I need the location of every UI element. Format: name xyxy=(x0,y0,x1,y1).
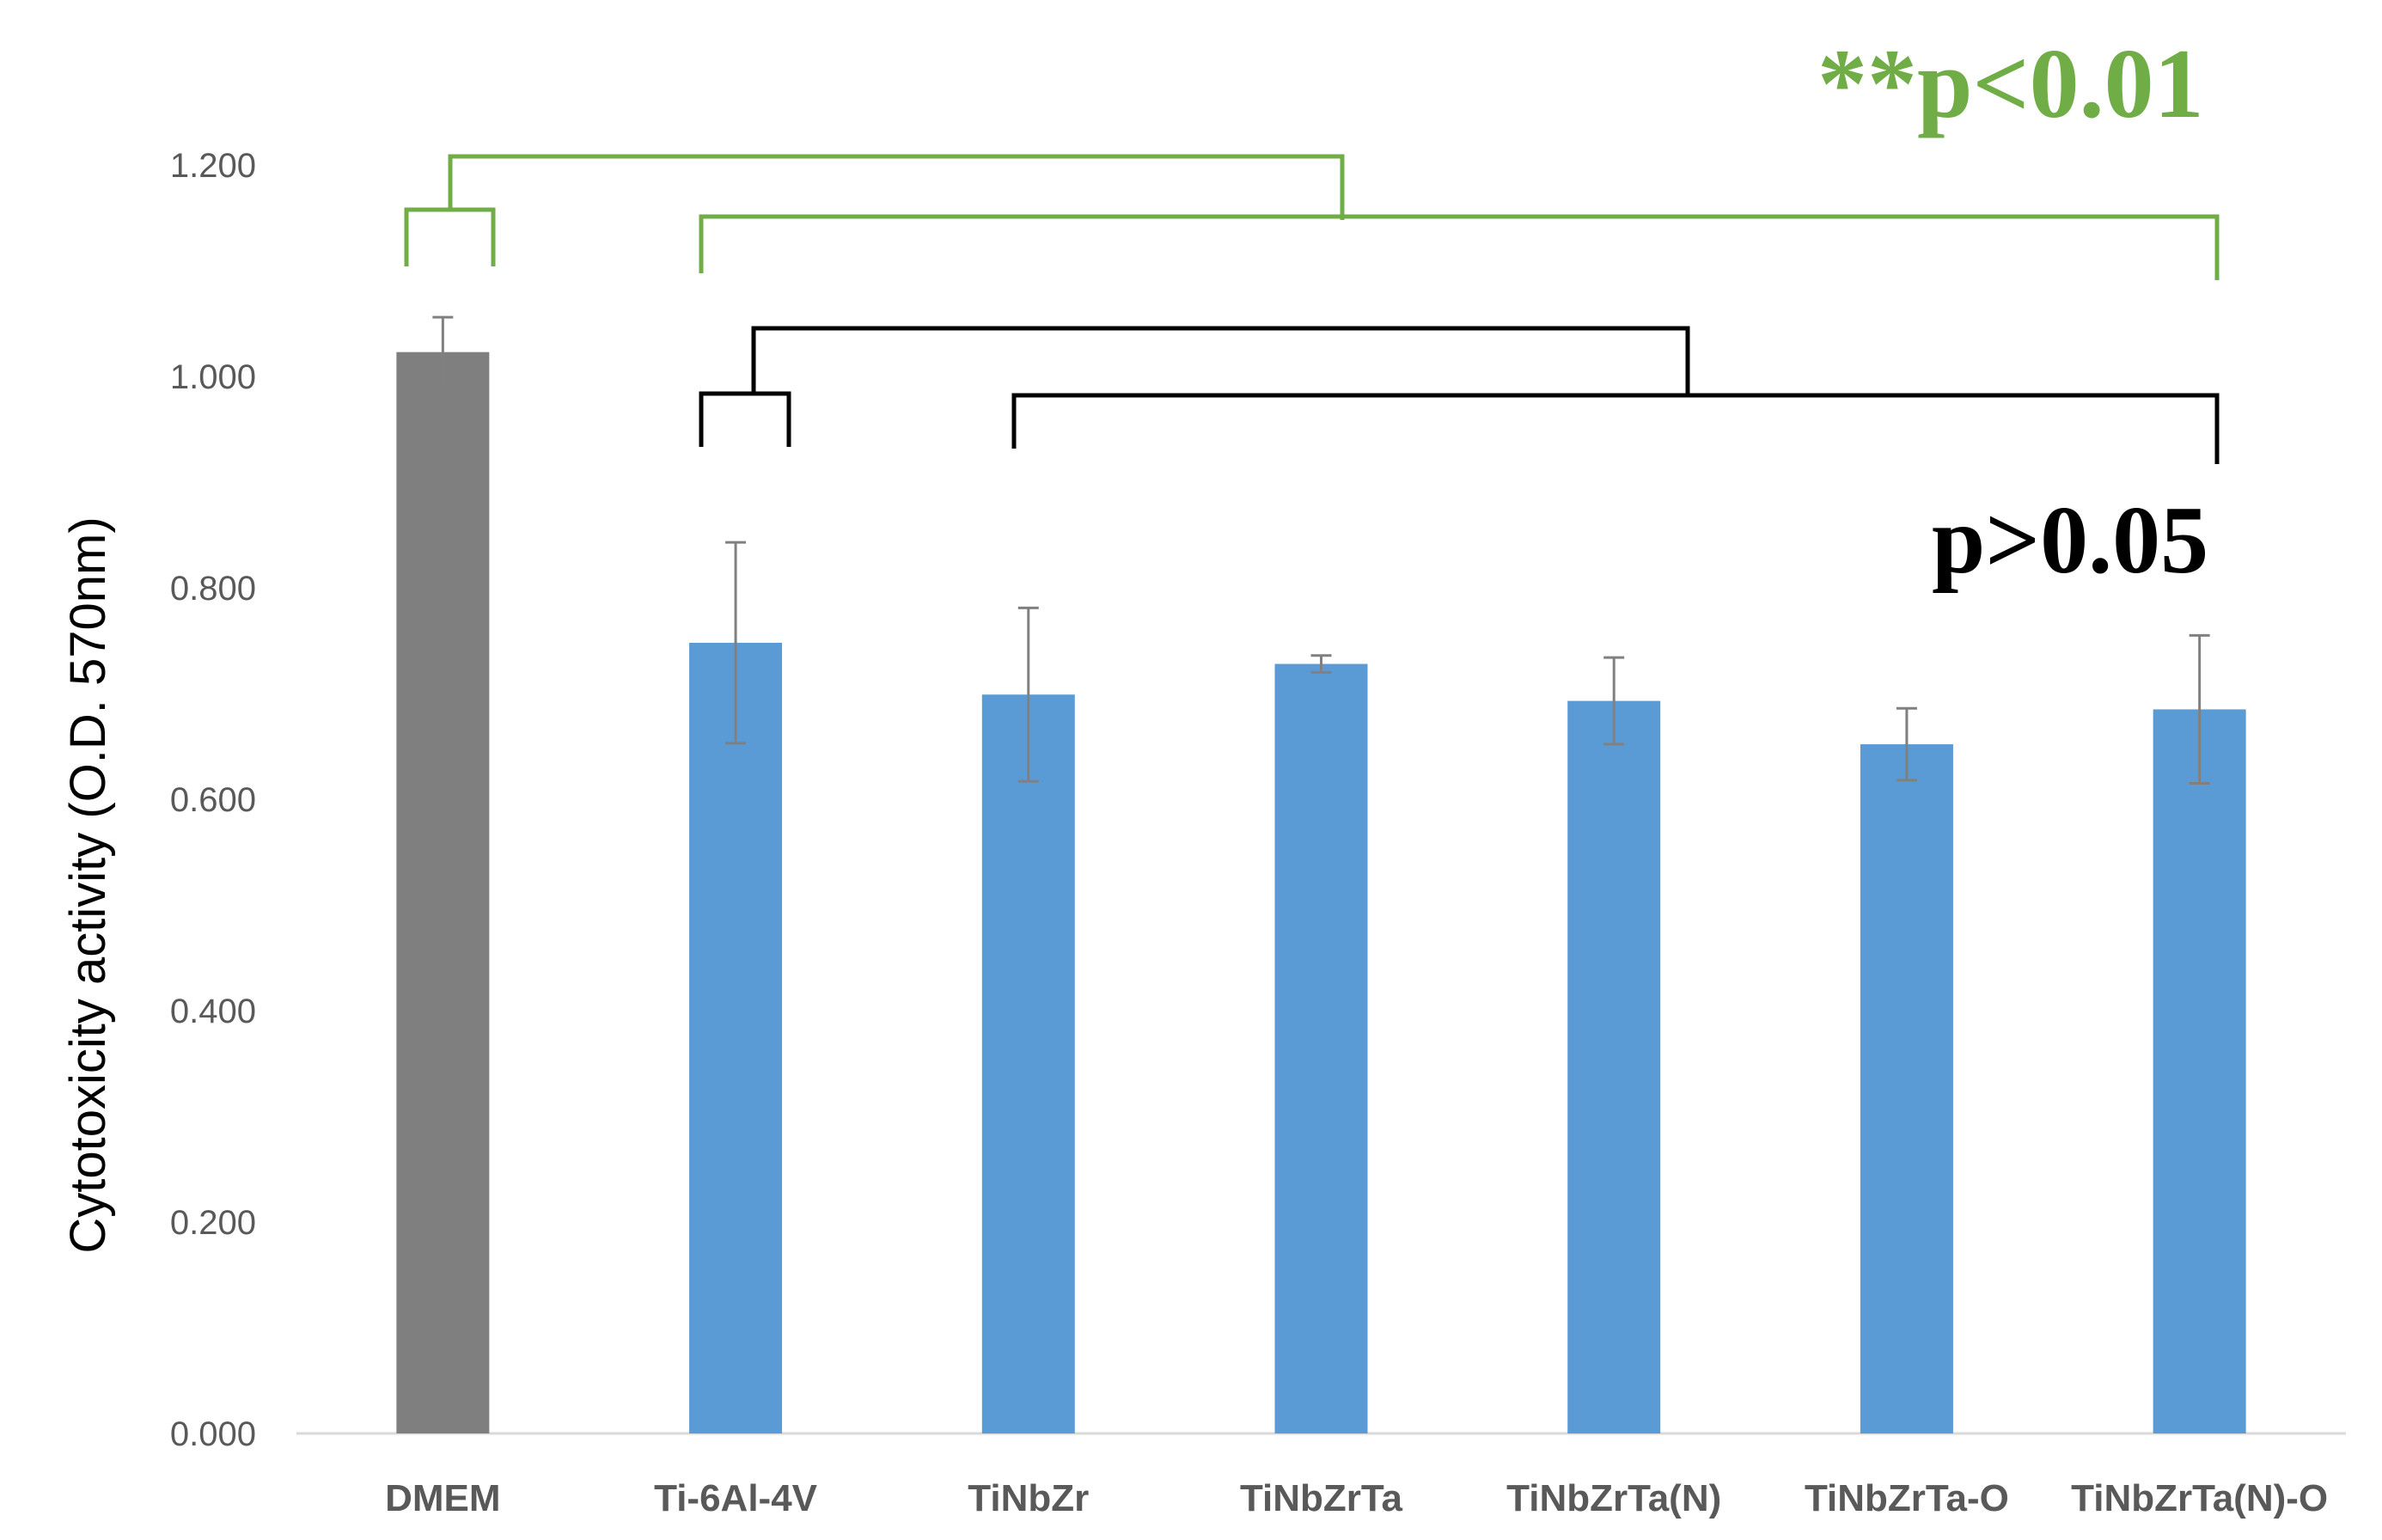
error-bar xyxy=(725,541,747,745)
error-bar xyxy=(1603,656,1625,746)
error-bar xyxy=(2189,633,2210,785)
bracket-ti6al4v-link xyxy=(751,326,1690,395)
y-tick-label: 0.600 xyxy=(170,781,256,819)
x-tick-label: DMEM xyxy=(385,1477,500,1519)
bracket-dmem xyxy=(404,207,496,266)
bar-tinbzrta xyxy=(1274,663,1368,1433)
error-bars xyxy=(432,315,2210,785)
x-tick-label: TiNbZr xyxy=(968,1477,1089,1519)
y-axis: 0.000 0.200 0.400 0.600 0.800 1.000 1.200 xyxy=(170,147,2346,1453)
error-bar xyxy=(432,315,454,388)
y-tick-label: 0.400 xyxy=(170,993,256,1030)
significance-brackets-green xyxy=(404,154,2220,280)
x-tick-label: TiNbZrTa(N)-O xyxy=(2071,1477,2328,1519)
bar-tinbzrta-n-o xyxy=(2153,709,2246,1433)
bar-tinbzr xyxy=(981,694,1075,1433)
x-axis: DMEM Ti-6Al-4V TiNbZr TiNbZrTa TiNbZrTa(N) Ti… xyxy=(385,1477,2328,1519)
x-tick-label: Ti-6Al-4V xyxy=(654,1477,818,1519)
y-axis-label: Cytotoxicity activity (O.D. 570nm) xyxy=(60,516,116,1253)
bar-tinbzrta-n xyxy=(1567,700,1661,1433)
bar-dmem xyxy=(396,351,490,1434)
y-tick-label: 0.800 xyxy=(170,570,256,608)
significance-brackets-black xyxy=(699,326,2220,464)
bar-series xyxy=(396,351,2246,1434)
y-tick-label: 1.200 xyxy=(170,147,256,185)
y-tick-label: 0.200 xyxy=(170,1204,256,1242)
y-tick-label: 1.000 xyxy=(170,358,256,396)
significance-label-black: p>0.05 xyxy=(1932,487,2208,594)
bracket-alloys-green xyxy=(699,214,2220,280)
x-tick-label: TiNbZrTa xyxy=(1240,1477,1403,1519)
bracket-tinbzr-group xyxy=(1011,393,2220,464)
x-tick-label: TiNbZrTa-O xyxy=(1805,1477,2009,1519)
bracket-dmem-link xyxy=(448,154,1345,220)
bar-tinbzrta-o xyxy=(1860,744,1953,1433)
bar-ti-6al-4v xyxy=(689,642,783,1433)
bracket-ti6al4v xyxy=(699,391,791,447)
x-tick-label: TiNbZrTa(N) xyxy=(1506,1477,1721,1519)
error-bar xyxy=(1310,654,1332,674)
y-tick-label: 0.000 xyxy=(170,1415,256,1453)
significance-label-green: **p<0.01 xyxy=(1817,29,2204,139)
error-bar xyxy=(1017,606,1039,783)
error-bar xyxy=(1896,706,1917,782)
